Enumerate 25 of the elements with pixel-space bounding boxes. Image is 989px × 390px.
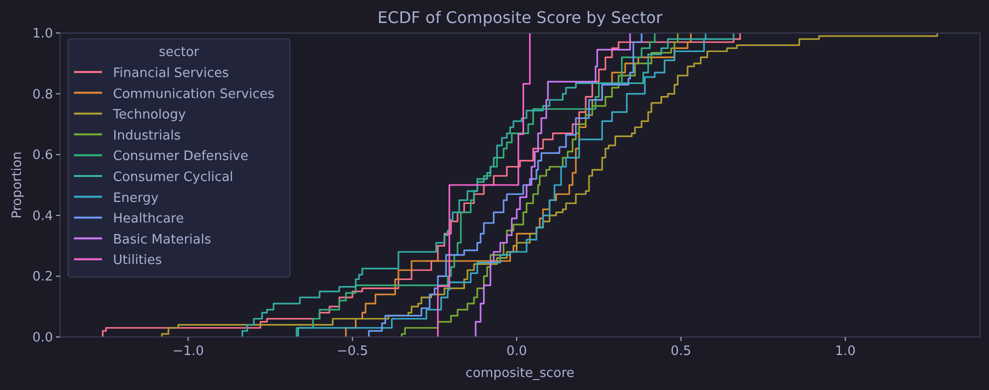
legend-label: Communication Services [113, 86, 275, 102]
y-tick-label: 0.8 [32, 87, 53, 102]
legend-label: Energy [113, 190, 159, 206]
x-tick-label: −0.5 [336, 344, 368, 359]
x-tick-label: 0.0 [506, 344, 528, 359]
y-tick-label: 0.2 [32, 270, 53, 285]
y-tick-label: 0.6 [32, 148, 53, 164]
legend-label: Financial Services [113, 66, 230, 81]
x-tick-label: 0.5 [670, 344, 692, 359]
x-axis-title: composite_score [466, 366, 574, 381]
legend-title: sector [158, 45, 200, 60]
x-tick-label: −1.0 [172, 344, 204, 359]
y-tick-label: 1.0 [32, 26, 53, 42]
x-tick-label: 1.0 [834, 344, 856, 359]
legend-label: Basic Materials [113, 232, 212, 248]
y-tick-label: 0.0 [32, 330, 53, 346]
legend-label: Healthcare [113, 212, 184, 227]
chart-title: ECDF of Composite Score by Sector [378, 8, 663, 27]
y-tick-label: 0.4 [32, 208, 53, 224]
legend-label: Consumer Cyclical [113, 170, 234, 185]
legend-label: Technology [112, 108, 186, 123]
y-axis-title: Proportion [10, 151, 25, 219]
legend-label: Utilities [113, 253, 162, 268]
legend-label: Industrials [113, 128, 181, 144]
legend-label: Consumer Defensive [113, 149, 248, 164]
